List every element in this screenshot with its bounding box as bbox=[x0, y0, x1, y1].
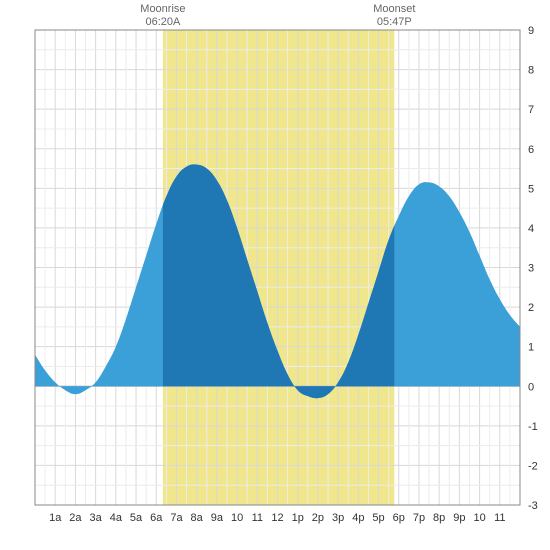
y-tick-label: 0 bbox=[528, 381, 534, 393]
x-tick-label: 11 bbox=[252, 512, 263, 524]
event-time: 06:20A bbox=[145, 16, 181, 28]
x-tick-label: 10 bbox=[473, 512, 485, 524]
x-tick-label: 7p bbox=[413, 512, 425, 524]
tide-chart: 1a2a3a4a5a6a7a8a9a1011121p2p3p4p5p6p7p8p… bbox=[0, 0, 550, 550]
y-tick-label: -2 bbox=[528, 460, 538, 472]
y-tick-label: -1 bbox=[528, 421, 538, 433]
y-tick-label: 9 bbox=[528, 25, 534, 37]
x-tick-label: 4p bbox=[352, 512, 364, 524]
x-tick-label: 5a bbox=[130, 512, 143, 524]
x-tick-label: 12 bbox=[271, 512, 283, 524]
x-tick-label: 4a bbox=[110, 512, 123, 524]
x-tick-label: 8a bbox=[191, 512, 204, 524]
x-tick-label: 5p bbox=[372, 512, 384, 524]
x-tick-label: 9p bbox=[453, 512, 465, 524]
x-tick-label: 3p bbox=[332, 512, 344, 524]
y-tick-label: 2 bbox=[528, 302, 534, 314]
y-tick-label: 1 bbox=[528, 342, 534, 354]
x-tick-label: 2a bbox=[69, 512, 82, 524]
y-tick-label: 5 bbox=[528, 183, 534, 195]
x-tick-label: 10 bbox=[231, 512, 243, 524]
x-tick-label: 7a bbox=[170, 512, 183, 524]
x-tick-label: 6a bbox=[150, 512, 163, 524]
x-tick-label: 3a bbox=[90, 512, 103, 524]
x-tick-label: 1p bbox=[292, 512, 304, 524]
x-tick-label: 11 bbox=[494, 512, 505, 524]
y-tick-label: 8 bbox=[528, 65, 534, 77]
y-tick-label: 3 bbox=[528, 263, 534, 275]
event-label: Moonset bbox=[373, 3, 415, 15]
y-tick-label: -3 bbox=[528, 500, 538, 512]
event-label: Moonrise bbox=[140, 3, 185, 15]
x-tick-label: 2p bbox=[312, 512, 324, 524]
x-tick-label: 1a bbox=[49, 512, 62, 524]
x-tick-label: 6p bbox=[393, 512, 405, 524]
x-tick-label: 9a bbox=[211, 512, 224, 524]
y-tick-label: 7 bbox=[528, 104, 534, 116]
event-time: 05:47P bbox=[377, 16, 412, 28]
y-tick-label: 6 bbox=[528, 144, 534, 156]
y-tick-label: 4 bbox=[528, 223, 534, 235]
x-tick-label: 8p bbox=[433, 512, 445, 524]
